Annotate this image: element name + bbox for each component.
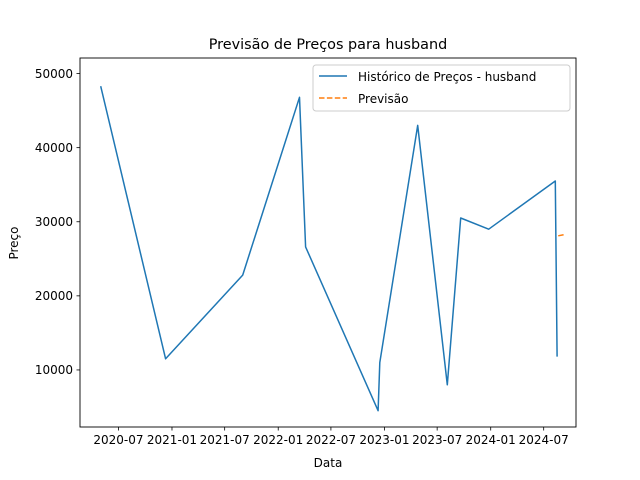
plot-frame: [79, 57, 577, 428]
legend: Histórico de Preços - husband Previsão: [312, 64, 571, 112]
x-tick-label: 2021-07: [200, 433, 250, 447]
y-tick-label: 20000: [35, 289, 73, 303]
chart-title: Previsão de Preços para husband: [209, 37, 448, 53]
x-tick-label: 2020-07: [93, 433, 143, 447]
x-tick-label: 2023-01: [359, 433, 409, 447]
series-line-1: [558, 233, 566, 237]
x-tick-label: 2023-07: [412, 433, 462, 447]
x-axis: 2020-07 2021-01 2021-07 2022-01 2022-07 2023-…: [93, 427, 569, 447]
series-line-0: [99, 86, 558, 412]
y-tick-label: 30000: [35, 215, 73, 229]
y-axis: 10000 20000 30000 40000 50000: [35, 67, 80, 377]
legend-label-history: Histórico de Preços - husband: [358, 70, 536, 84]
x-tick-label: 2024-07: [519, 433, 569, 447]
x-tick-label: 2022-07: [306, 433, 356, 447]
y-tick-label: 40000: [35, 141, 73, 155]
x-tick-label: 2024-01: [466, 433, 516, 447]
x-tick-label: 2022-01: [253, 433, 303, 447]
y-axis-label: Preço: [7, 226, 21, 259]
x-axis-label: Data: [314, 456, 343, 470]
plot-area: [99, 86, 566, 412]
legend-box: [312, 64, 571, 112]
y-tick-label: 50000: [35, 67, 73, 81]
x-tick-label: 2021-01: [147, 433, 197, 447]
y-tick-label: 10000: [35, 363, 73, 377]
legend-label-forecast: Previsão: [358, 92, 408, 106]
